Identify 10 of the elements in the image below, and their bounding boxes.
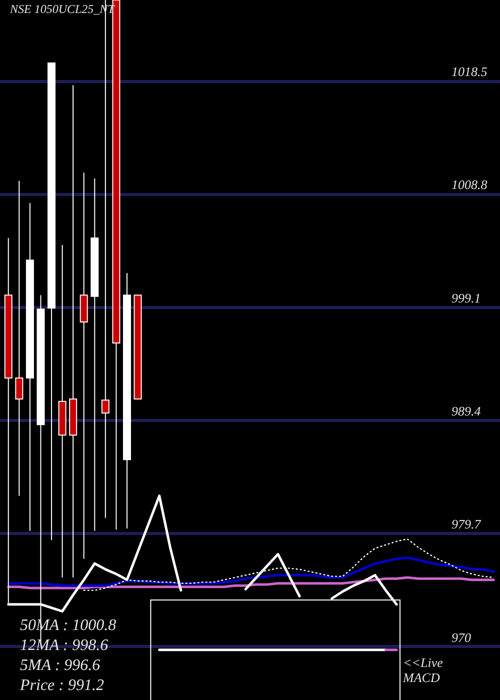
y-tick-label: 970	[452, 630, 472, 645]
y-tick-label: 999.1	[452, 290, 481, 306]
annotation: Price : 991.2	[19, 677, 104, 694]
annotation: <<Live MACD	[402, 655, 444, 685]
y-tick-label: 989.4	[452, 404, 482, 418]
y-tick-label: 1018.5	[452, 64, 488, 79]
annotation: 5MA : 996.6	[20, 657, 100, 674]
y-tick-label: 1008.8	[452, 177, 488, 192]
annotation: 12MA : 998.6	[20, 637, 108, 654]
y-tick-label: 979.7	[452, 516, 482, 532]
